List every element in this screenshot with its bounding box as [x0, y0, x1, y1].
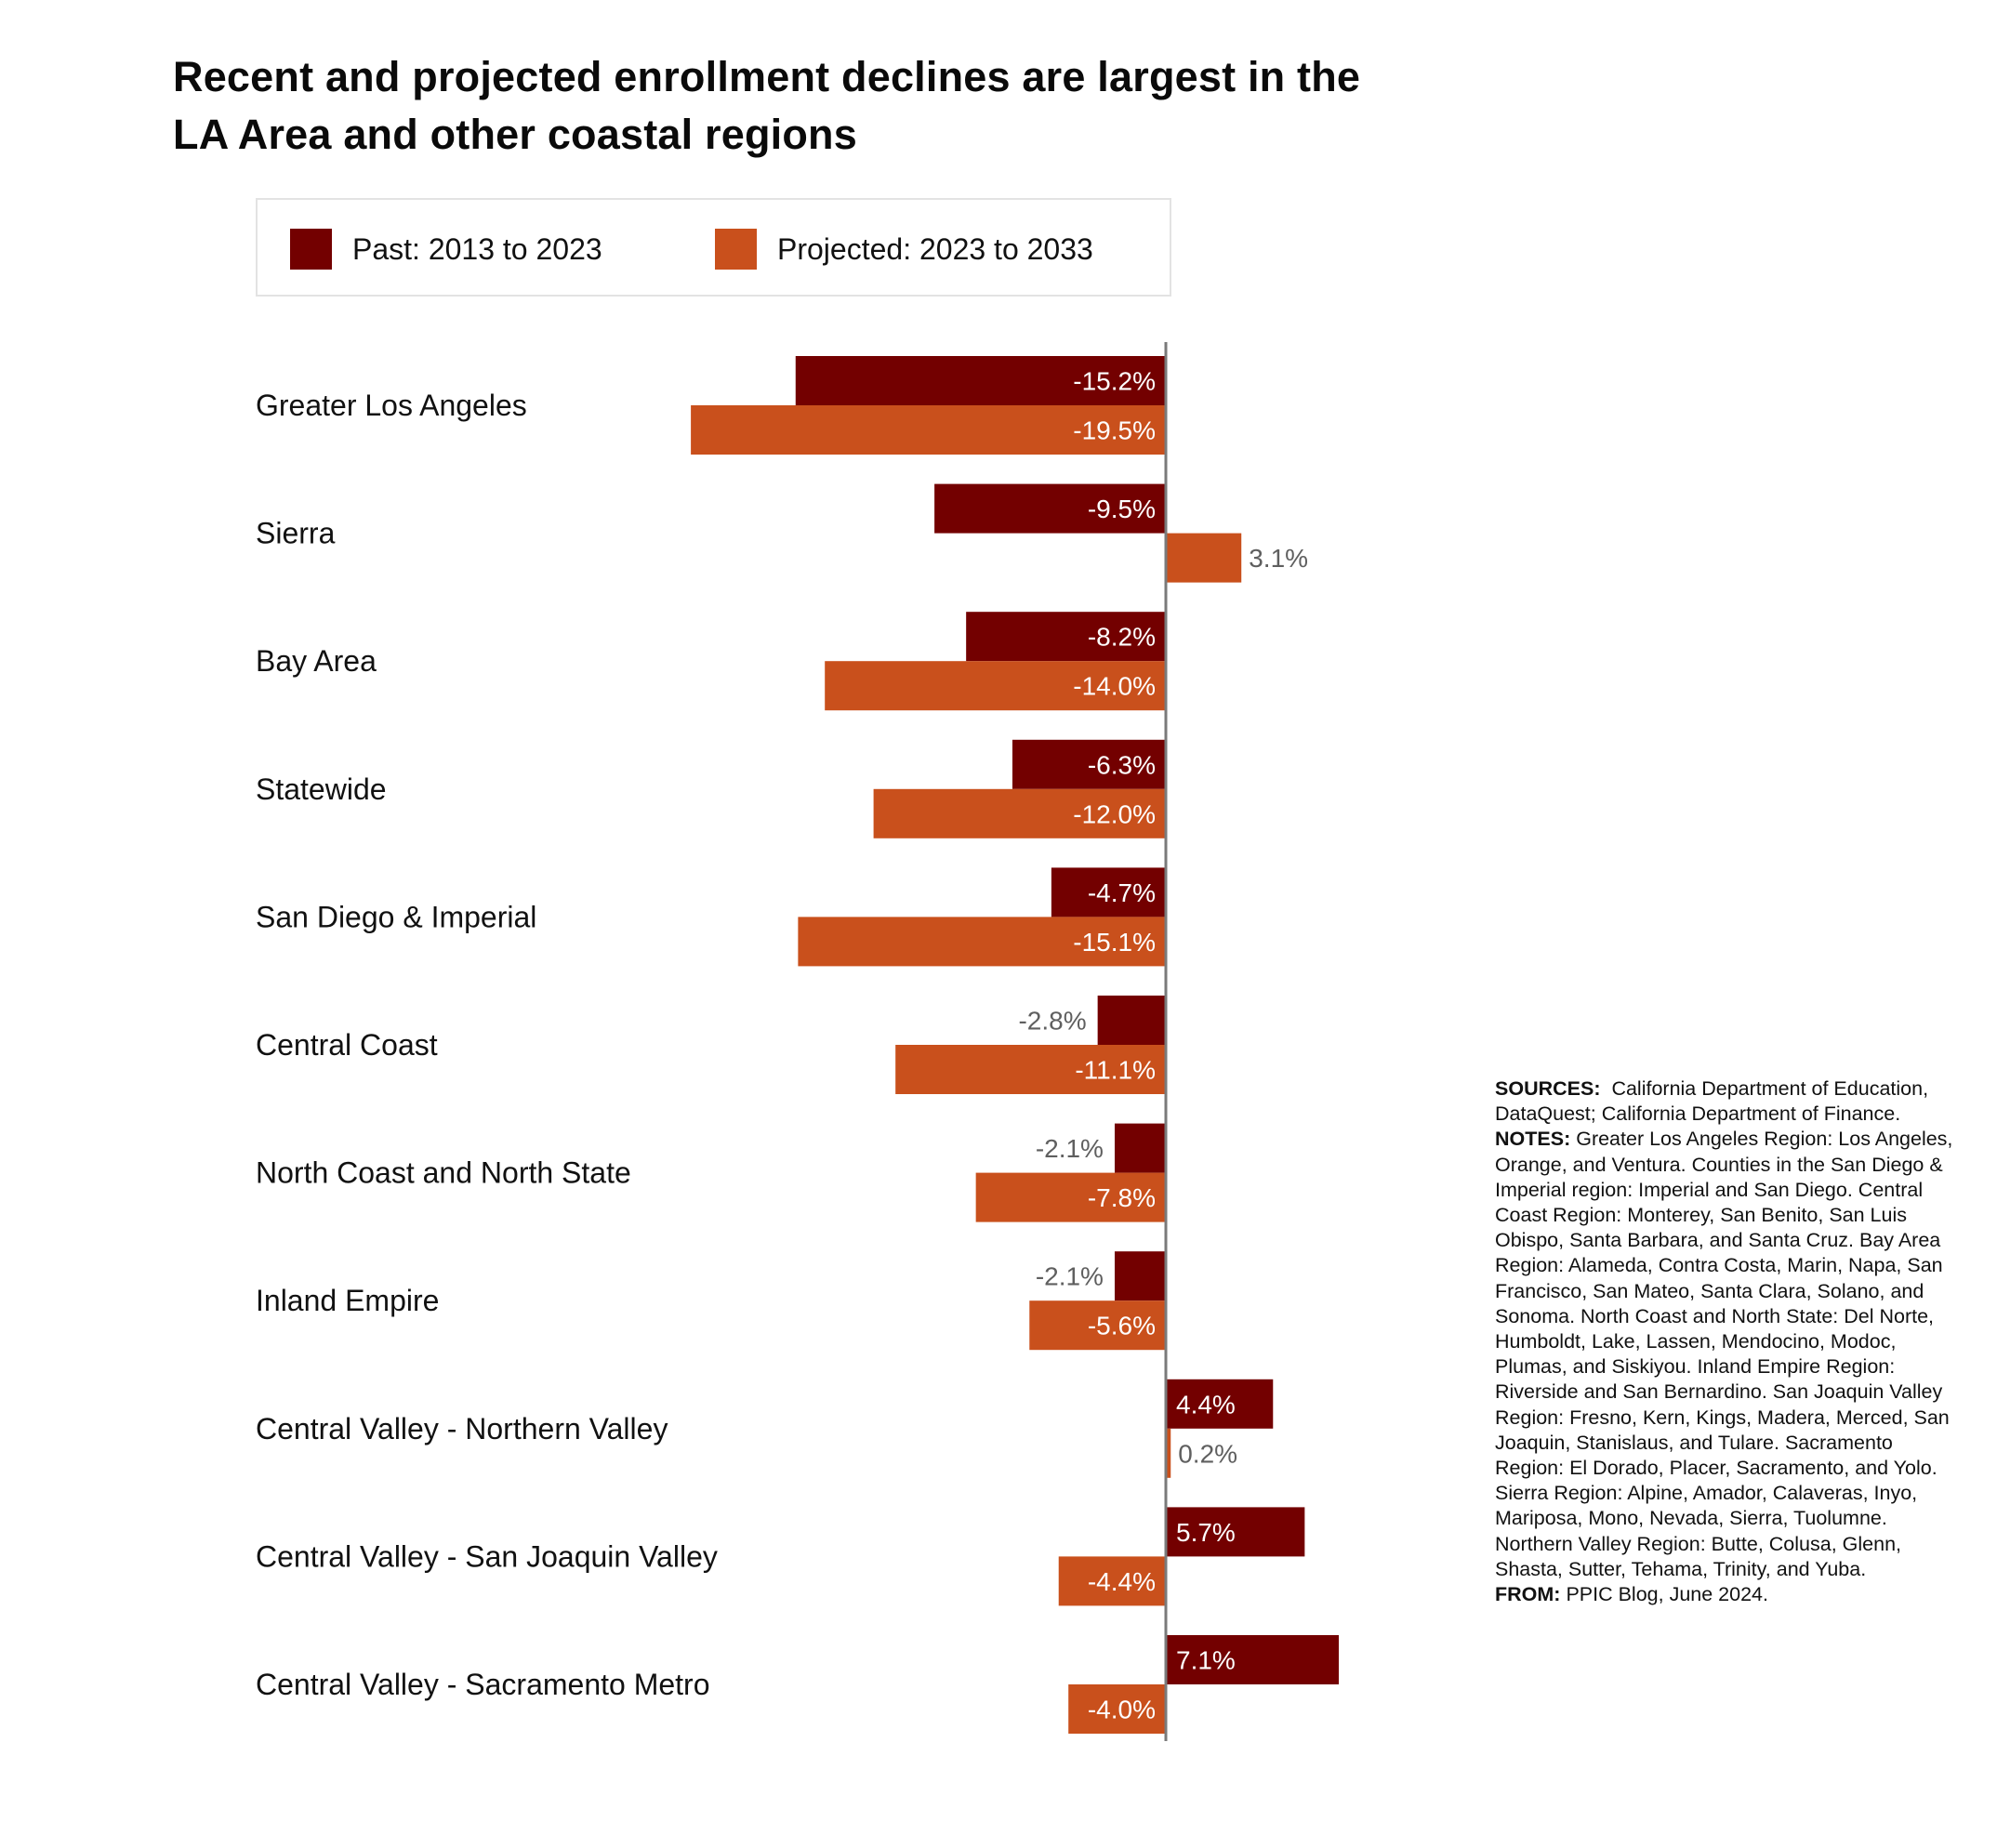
value-label-projected-central-valley-sacramento-metro: -4.0% [1088, 1696, 1156, 1724]
legend-swatch-past [290, 229, 332, 270]
notes-text: Greater Los Angeles Region: Los Angeles,… [1495, 1128, 1953, 1580]
bar-projected-inland-empire [1029, 1300, 1166, 1351]
category-label-central-coast: Central Coast [256, 1028, 438, 1062]
value-label-past-sierra: -9.5% [1088, 495, 1156, 523]
from-text: PPIC Blog, June 2024. [1566, 1583, 1768, 1606]
sources-text: California Department of Education, Data… [1495, 1077, 1929, 1126]
value-label-past-central-valley-san-joaquin-valley: 5.7% [1176, 1518, 1236, 1547]
value-label-past-central-valley-sacramento-metro: 7.1% [1176, 1646, 1236, 1675]
category-labels: Greater Los Angeles Sierra Bay Area Statewi… [256, 389, 718, 1701]
bar-projected-statewide [873, 788, 1166, 838]
chart-title: Recent and projected enrollment declines… [173, 53, 1361, 158]
category-label-statewide: Statewide [256, 772, 387, 806]
sources-note: SOURCES: California Department of Educat… [1495, 1076, 1960, 1127]
value-label-past-central-valley-northern-valley: 4.4% [1176, 1390, 1236, 1419]
category-label-sierra: Sierra [256, 517, 336, 550]
bar-past-bay-area [966, 612, 1166, 662]
bar-past-greater-los-angeles [795, 356, 1166, 405]
bar-projected-central-valley-san-joaquin-valley [1058, 1556, 1166, 1606]
value-label-projected-north-coast-and-north-state: -7.8% [1088, 1183, 1156, 1212]
from-label: FROM: [1495, 1583, 1561, 1606]
notes-note: NOTES: Greater Los Angeles Region: Los A… [1495, 1127, 1960, 1582]
legend-item-past: Past: 2013 to 2023 [290, 229, 602, 270]
bar-projected-sierra [1166, 533, 1242, 583]
value-label-past-inland-empire: -2.1% [1036, 1262, 1104, 1291]
bar-projected-central-valley-sacramento-metro [1068, 1684, 1166, 1734]
bar-projected-north-coast-and-north-state [975, 1172, 1166, 1222]
category-label-north-coast-and-north-state: North Coast and North State [256, 1156, 631, 1190]
bar-past-north-coast-and-north-state [1114, 1123, 1166, 1173]
value-label-projected-greater-los-angeles: -19.5% [1073, 416, 1156, 445]
value-label-past-central-coast: -2.8% [1018, 1007, 1086, 1036]
bar-past-inland-empire [1114, 1251, 1166, 1301]
legend-swatch-projected [715, 229, 757, 270]
bar-past-central-valley-northern-valley [1166, 1379, 1274, 1429]
category-label-bay-area: Bay Area [256, 644, 377, 678]
from-note: FROM: PPIC Blog, June 2024. [1495, 1582, 1960, 1607]
bar-past-central-valley-san-joaquin-valley [1166, 1507, 1305, 1557]
bar-projected-greater-los-angeles [691, 405, 1166, 455]
bar-past-sierra [934, 483, 1166, 534]
sources-label: SOURCES: [1495, 1077, 1601, 1100]
bar-projected-san-diego-imperial [798, 917, 1166, 967]
category-label-central-valley-san-joaquin-valley: Central Valley - San Joaquin Valley [256, 1539, 718, 1573]
value-label-projected-inland-empire: -5.6% [1088, 1312, 1156, 1340]
legend: Past: 2013 to 2023 Projected: 2023 to 20… [256, 198, 1171, 297]
bar-past-statewide [1012, 739, 1166, 789]
value-label-projected-san-diego-imperial: -15.1% [1073, 928, 1156, 957]
legend-label-past: Past: 2013 to 2023 [352, 231, 602, 266]
category-label-greater-los-angeles: Greater Los Angeles [256, 389, 527, 422]
bar-projected-bay-area [825, 661, 1166, 711]
notes-label: NOTES: [1495, 1128, 1571, 1151]
bar-projected-central-coast [895, 1045, 1166, 1094]
legend-item-projected: Projected: 2023 to 2033 [715, 229, 1093, 270]
bar-projected-central-valley-northern-valley [1166, 1428, 1171, 1478]
category-label-central-valley-sacramento-metro: Central Valley - Sacramento Metro [256, 1668, 709, 1701]
value-labels: -15.2% -19.5% -9.5% 3.1% -8.2% -14.0% -6.3% -12… [1018, 367, 1308, 1724]
category-label-central-valley-northern-valley: Central Valley - Northern Valley [256, 1412, 668, 1445]
value-label-past-san-diego-imperial: -4.7% [1088, 878, 1156, 907]
value-label-past-statewide: -6.3% [1088, 750, 1156, 779]
source-notes: SOURCES: California Department of Educat… [1495, 1076, 1960, 1607]
value-label-projected-central-valley-northern-valley: 0.2% [1178, 1439, 1237, 1468]
bar-past-san-diego-imperial [1051, 867, 1166, 917]
value-label-projected-bay-area: -14.0% [1073, 672, 1156, 701]
value-label-past-greater-los-angeles: -15.2% [1073, 367, 1156, 396]
value-label-past-bay-area: -8.2% [1088, 623, 1156, 652]
bar-past-central-valley-sacramento-metro [1166, 1635, 1340, 1684]
legend-label-projected: Projected: 2023 to 2033 [777, 231, 1093, 266]
value-label-projected-sierra: 3.1% [1249, 544, 1308, 573]
value-label-projected-central-coast: -11.1% [1075, 1056, 1156, 1085]
value-label-projected-statewide: -12.0% [1073, 799, 1156, 828]
category-label-inland-empire: Inland Empire [256, 1284, 439, 1317]
value-label-past-north-coast-and-north-state: -2.1% [1036, 1134, 1104, 1163]
value-label-projected-central-valley-san-joaquin-valley: -4.4% [1088, 1567, 1156, 1596]
bars [691, 356, 1340, 1734]
bar-past-central-coast [1097, 996, 1166, 1045]
category-label-san-diego-imperial: San Diego & Imperial [256, 900, 536, 933]
